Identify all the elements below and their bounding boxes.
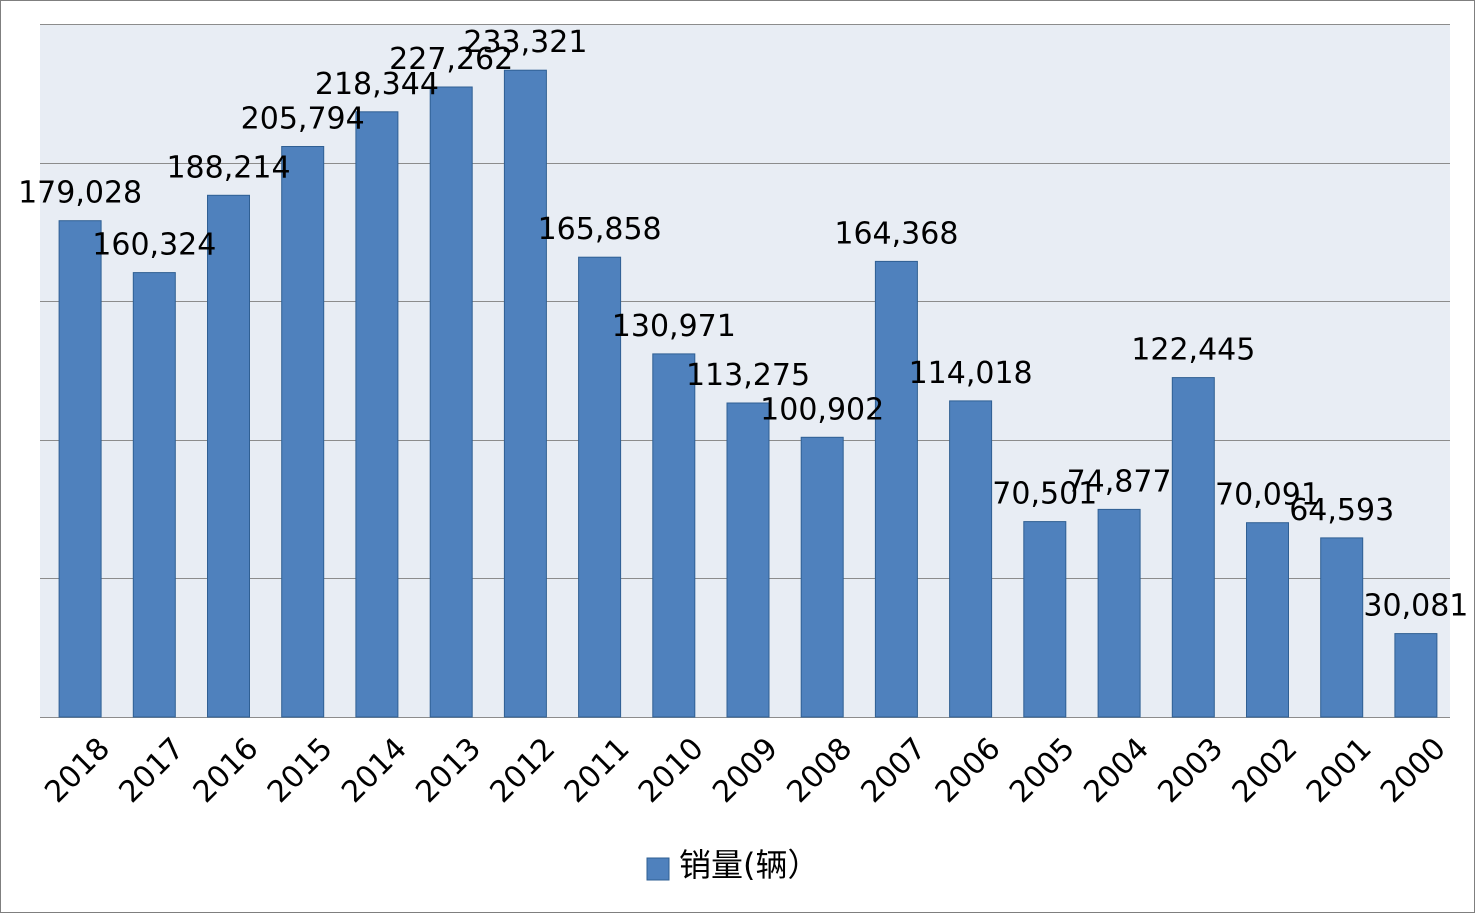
data-label-2003: 122,445 bbox=[1131, 333, 1255, 368]
x-tick-2009: 2009 bbox=[706, 731, 785, 810]
bars bbox=[58, 69, 1438, 718]
x-tick-2005: 2005 bbox=[1003, 731, 1082, 810]
data-label-2018: 179,028 bbox=[18, 176, 142, 211]
x-tick-2007: 2007 bbox=[855, 731, 934, 810]
bar-2008 bbox=[800, 436, 844, 718]
x-axis-tick-labels: 2018201720162015201420132012201120102009… bbox=[38, 731, 1453, 810]
data-label-2014: 218,344 bbox=[315, 67, 439, 102]
x-tick-2002: 2002 bbox=[1226, 731, 1305, 810]
legend-label: 销量(辆） bbox=[679, 846, 820, 884]
data-label-2002: 70,091 bbox=[1215, 478, 1320, 513]
bar-2013 bbox=[429, 86, 473, 718]
x-tick-2016: 2016 bbox=[187, 731, 266, 810]
bar-2016 bbox=[207, 194, 250, 718]
data-label-2005: 70,501 bbox=[992, 477, 1097, 512]
x-tick-2006: 2006 bbox=[929, 731, 1008, 810]
bar-2001 bbox=[1320, 537, 1364, 718]
x-tick-2008: 2008 bbox=[780, 731, 859, 810]
data-label-2017: 160,324 bbox=[92, 228, 216, 263]
bar-2005 bbox=[1023, 521, 1067, 718]
bar-2018 bbox=[58, 220, 102, 718]
data-label-2009: 113,275 bbox=[686, 358, 810, 393]
data-label-2007: 164,368 bbox=[834, 216, 958, 251]
x-tick-2001: 2001 bbox=[1300, 731, 1379, 810]
data-label-2012: 233,321 bbox=[463, 25, 587, 60]
bar-2014 bbox=[355, 111, 399, 718]
data-label-2008: 100,902 bbox=[760, 392, 884, 427]
legend: 销量(辆） bbox=[646, 846, 820, 884]
x-tick-2014: 2014 bbox=[335, 731, 414, 810]
x-tick-2013: 2013 bbox=[409, 731, 488, 810]
bar-2006 bbox=[949, 400, 993, 718]
data-label-2010: 130,971 bbox=[612, 309, 736, 344]
bar-2017 bbox=[132, 272, 176, 718]
data-label-2013: 227,262 bbox=[389, 42, 513, 77]
bar-2012 bbox=[503, 69, 547, 718]
legend-swatch bbox=[646, 857, 670, 881]
data-label-2006: 114,018 bbox=[909, 356, 1033, 391]
data-label-2004: 74,877 bbox=[1067, 464, 1172, 499]
x-tick-2000: 2000 bbox=[1374, 731, 1453, 810]
bar-2002 bbox=[1246, 522, 1289, 718]
bar-2009 bbox=[726, 402, 770, 718]
bar-2000 bbox=[1394, 633, 1438, 718]
x-tick-2003: 2003 bbox=[1151, 731, 1230, 810]
x-tick-2018: 2018 bbox=[38, 731, 117, 810]
x-tick-2017: 2017 bbox=[112, 731, 191, 810]
x-tick-2010: 2010 bbox=[632, 731, 711, 810]
data-label-2011: 165,858 bbox=[538, 212, 662, 247]
x-tick-2015: 2015 bbox=[261, 731, 340, 810]
data-label-2000: 30,081 bbox=[1363, 589, 1468, 624]
bar-2010 bbox=[652, 353, 696, 718]
x-tick-2012: 2012 bbox=[484, 731, 563, 810]
bar-2004 bbox=[1097, 508, 1141, 718]
bar-2011 bbox=[578, 256, 622, 718]
data-label-2016: 188,214 bbox=[166, 150, 290, 185]
x-tick-2004: 2004 bbox=[1077, 731, 1156, 810]
bar-2003 bbox=[1171, 377, 1215, 718]
x-tick-2011: 2011 bbox=[558, 731, 637, 810]
data-label-2015: 205,794 bbox=[241, 102, 365, 137]
data-labels: 179,028 160,324 188,214 205,794218,344227,2… bbox=[18, 25, 1468, 623]
data-label-2001: 64,593 bbox=[1289, 493, 1394, 528]
bar-2007 bbox=[874, 260, 918, 718]
bar-2015 bbox=[281, 146, 325, 718]
